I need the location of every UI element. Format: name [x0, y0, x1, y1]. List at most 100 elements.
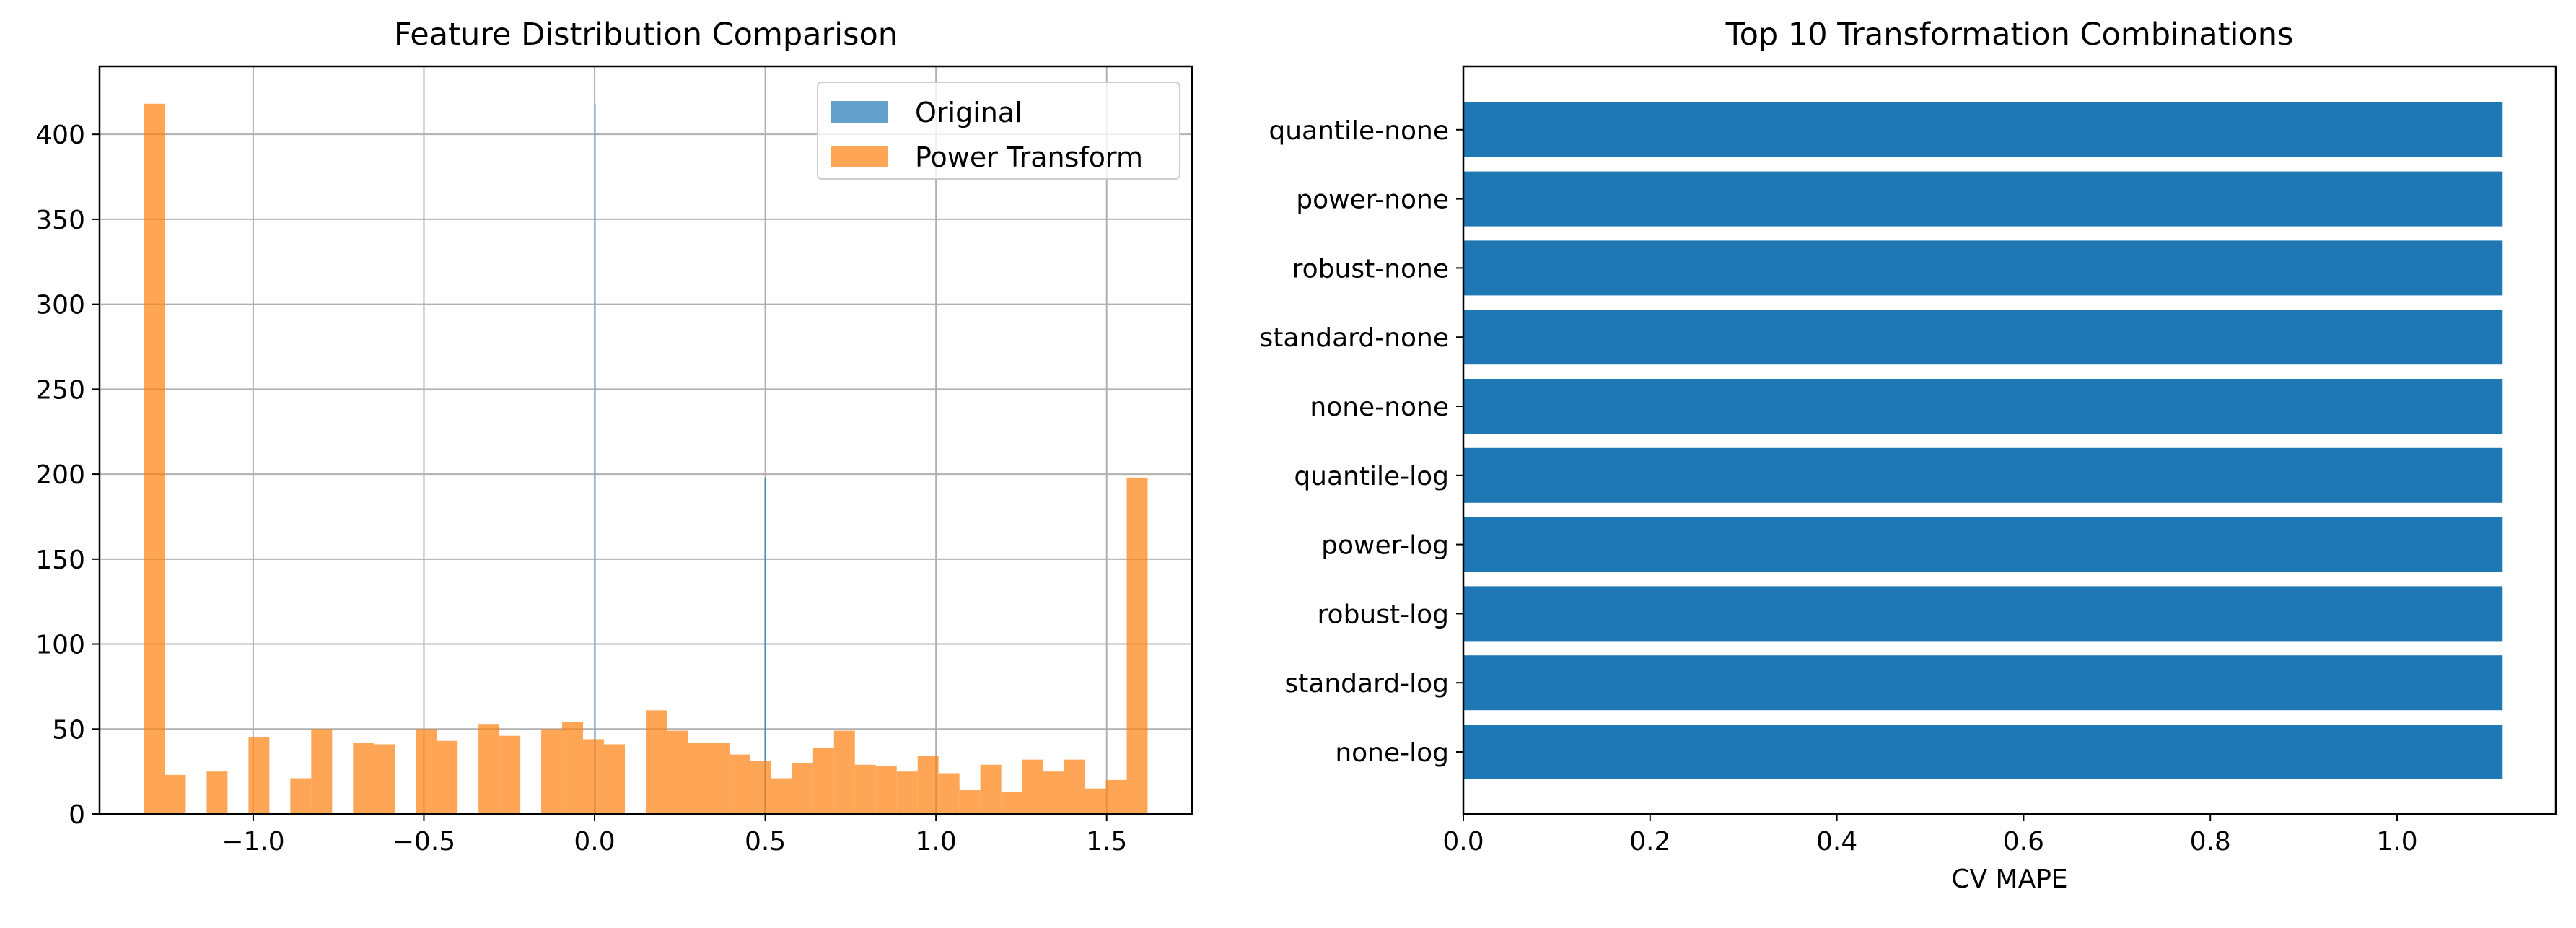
histogram-bar — [604, 744, 626, 814]
y-tick-label: 350 — [35, 206, 85, 235]
y-tick-label: 150 — [35, 546, 85, 575]
histogram-bar — [499, 735, 521, 814]
x-tick-label: 0.4 — [1816, 827, 1857, 857]
chart-title: Top 10 Transformation Combinations — [1725, 17, 2294, 53]
bar-power-log — [1463, 517, 2503, 572]
histogram-bar — [812, 748, 834, 814]
histogram-bar — [750, 761, 771, 814]
y-tick-label: 0 — [69, 800, 85, 830]
x-tick-label: 0.6 — [2003, 827, 2044, 857]
x-tick-label: 0.2 — [1629, 827, 1670, 857]
y-tick-label: quantile-log — [1294, 462, 1449, 491]
histogram-bar — [311, 729, 333, 814]
y-axis-ticks: 0 50 100 150 200 250 300 350 400 — [35, 121, 100, 830]
histogram-bar — [248, 737, 270, 814]
y-tick-label: robust-none — [1292, 254, 1449, 284]
histogram-bar — [980, 764, 1002, 814]
histogram-bar — [416, 729, 437, 814]
bar-standard-none — [1463, 310, 2503, 365]
y-tick-label: 300 — [35, 291, 85, 320]
chart-title: Feature Distribution Comparison — [394, 17, 898, 53]
x-tick-label: 0.0 — [1442, 827, 1484, 857]
x-tick-label: 1.0 — [916, 827, 957, 857]
legend-label: Power Transform — [915, 141, 1143, 173]
legend: Original Power Transform — [817, 82, 1180, 180]
x-tick-label: 0.8 — [2190, 827, 2231, 857]
bar-none-log — [1463, 725, 2503, 779]
y-tick-label: quantile-none — [1269, 116, 1449, 146]
histogram-chart: Feature Distribution Comparison −1.0 −0.5… — [35, 17, 1193, 857]
histogram-bar — [771, 778, 792, 814]
y-tick-label: standard-none — [1260, 323, 1449, 353]
histogram-bar — [792, 763, 813, 814]
histogram-bar — [729, 754, 750, 814]
legend-swatch — [831, 101, 888, 123]
histogram-bar — [938, 773, 960, 814]
y-tick-label: standard-log — [1284, 669, 1449, 699]
histogram-bar — [854, 764, 876, 814]
histogram-bar — [687, 743, 709, 814]
bar-robust-none — [1463, 240, 2503, 296]
bar-standard-log — [1463, 655, 2503, 711]
y-tick-label: 200 — [35, 460, 85, 490]
y-tick-label: robust-log — [1318, 600, 1449, 629]
bar-quantile-log — [1463, 447, 2503, 503]
y-tick-label: none-log — [1335, 738, 1449, 768]
histogram-bar — [541, 729, 563, 814]
grid-lines — [100, 66, 1192, 815]
series-power-transform — [144, 103, 1148, 815]
plot-frame — [1462, 65, 2557, 815]
bar-chart: Top 10 Transformation Combinations 0.0 0.… — [1260, 17, 2557, 894]
bar-quantile-none — [1463, 102, 2503, 157]
histogram-bar — [353, 743, 374, 814]
histogram-bar — [437, 740, 458, 814]
y-tick-label: 250 — [35, 375, 85, 405]
y-tick-label: none-none — [1310, 393, 1449, 422]
y-tick-label: power-log — [1321, 531, 1449, 561]
histogram-bar — [562, 722, 584, 814]
x-tick-label: −0.5 — [393, 827, 455, 857]
y-tick-label: 400 — [35, 121, 85, 150]
x-tick-label: 0.0 — [574, 827, 615, 857]
histogram-bar — [646, 710, 667, 814]
y-axis-ticks: none-log standard-log robust-log power-log q… — [1260, 116, 1463, 768]
histogram-bar — [764, 477, 766, 814]
histogram-bar — [708, 743, 730, 814]
y-tick-label: 50 — [52, 715, 85, 745]
histogram-bar — [144, 103, 165, 815]
histogram-bar — [478, 724, 500, 814]
histogram-bar — [1064, 759, 1085, 814]
bar-none-none — [1463, 379, 2503, 434]
histogram-bar — [666, 730, 688, 814]
histogram-bar — [206, 771, 228, 814]
histogram-bar — [1085, 788, 1106, 814]
legend-swatch — [831, 146, 888, 167]
histogram-bar — [833, 730, 855, 814]
histogram-bar — [1126, 477, 1148, 814]
legend-box — [817, 82, 1180, 180]
plot-frame — [98, 65, 1193, 815]
series-original — [595, 103, 766, 815]
histogram-bar — [595, 103, 596, 815]
x-tick-label: 0.5 — [745, 827, 786, 857]
histogram-bar — [1105, 779, 1127, 814]
histogram-bar — [290, 778, 312, 814]
histogram-bar — [1022, 759, 1043, 814]
histogram-bar — [959, 790, 981, 814]
histogram-bar — [917, 756, 939, 814]
histogram-bar — [875, 766, 897, 814]
histogram-bar — [165, 774, 186, 814]
histogram-bar — [583, 739, 605, 814]
x-axis-label: CV MAPE — [1951, 864, 2067, 894]
histogram-bars — [144, 103, 1148, 815]
bar-power-none — [1463, 171, 2503, 227]
legend-label: Original — [915, 97, 1022, 128]
histogram-bar — [374, 744, 395, 814]
bars — [1463, 102, 2503, 779]
histogram-bar — [896, 771, 918, 814]
x-tick-label: 1.0 — [2376, 827, 2417, 857]
x-axis-ticks: 0.0 0.2 0.4 0.6 0.8 1.0 — [1442, 814, 2418, 857]
y-tick-label: 100 — [35, 631, 85, 660]
x-tick-label: −1.0 — [222, 827, 284, 857]
